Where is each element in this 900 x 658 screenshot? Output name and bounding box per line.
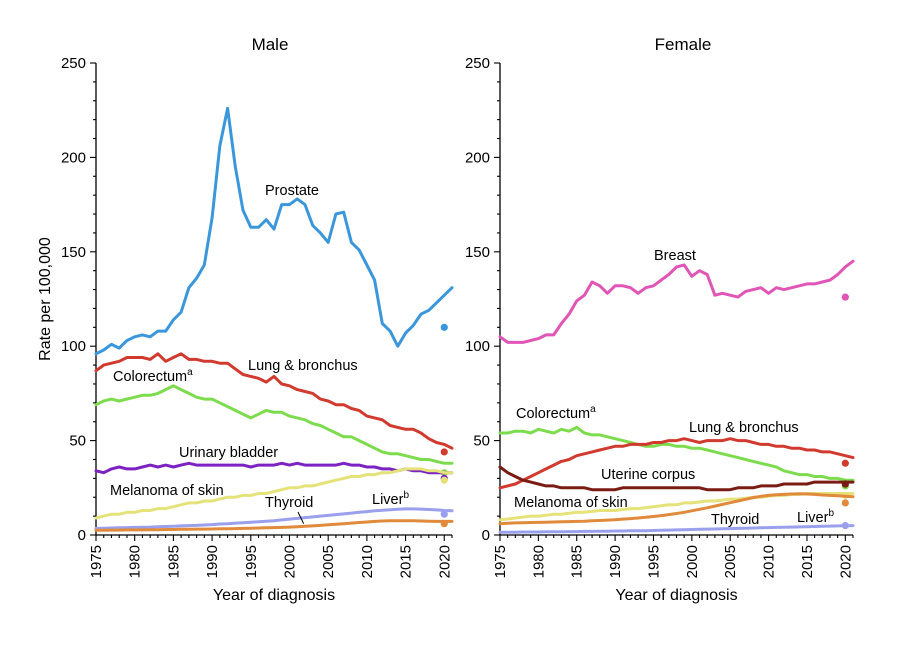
series-label-melanoma-of-skin: Melanoma of skin [514,495,628,511]
series-label-thyroid: Thyroid [265,495,313,511]
x-tick-label: 1975 [492,545,509,578]
series-label-text: Lung & bronchus [248,358,358,374]
point-2020-lung-and-bronchus [841,459,849,467]
x-tick-label: 2005 [722,545,739,578]
series-line-uterine-corpus [498,465,855,492]
series-label-text: Thyroid [711,512,759,528]
series-label-text: Breast [654,248,696,264]
point-2020-lung-and-bronchus [440,448,448,456]
series-label-text: Liver [797,510,829,526]
series-label-colorectum: Colorectuma [113,367,193,385]
point-2020-thyroid [841,499,849,507]
y-tick-label: 50 [69,433,86,450]
series-label-text: Uterine corpus [601,467,695,483]
point-2020-liver [841,521,849,530]
x-tick-label: 1975 [88,545,105,578]
series-line-breast [498,259,855,344]
series-line-lung-and-bronchus [498,437,855,490]
y-tick-label: 100 [465,338,490,355]
chart-panel-male: Male 0 50 100 150 200 250 1975 1980 1985 1990 1995 2… [37,35,454,604]
series-line-liver [498,524,855,534]
y-tick-label: 50 [473,433,490,450]
y-tick-label: 200 [61,149,86,166]
series-line-urinary-bladder [94,461,454,475]
x-tick-label: 2020 [837,545,854,578]
point-2020-melanoma-of-skin [440,476,448,484]
y-tick-label: 150 [61,244,86,261]
y-tick-label: 100 [61,338,86,355]
x-tick-label: 2015 [799,545,816,578]
point-2020-breast [841,293,849,301]
point-2020-uterine-corpus [841,480,849,488]
x-axis-title: Year of diagnosis [213,587,335,604]
y-tick-label: 250 [465,55,490,72]
x-tick-label: 2010 [359,545,376,578]
series-label-text: Lung & bronchus [689,420,799,436]
series-label-melanoma-of-skin: Melanoma of skin [110,483,224,499]
x-tick-label: 1995 [645,545,662,578]
series-label-breast: Breast [654,248,696,264]
series-label-superscript: b [828,508,834,519]
y-tick-label: 0 [78,527,86,544]
y-tick-label: 150 [465,244,490,261]
series-label-text: Colorectum [113,369,187,385]
series-line-thyroid [94,519,454,532]
x-tick-label: 2000 [684,545,701,578]
x-tick-label: 2000 [281,545,298,578]
series-line-colorectum [94,384,454,465]
y-tick-label: 200 [465,149,490,166]
series-line-melanoma-of-skin [94,467,454,520]
x-axis-title: Year of diagnosis [615,587,737,604]
series-label-colorectum: Colorectuma [516,404,596,422]
series-label-text: Melanoma of skin [110,483,224,499]
series-label-superscript: b [403,490,409,501]
series-label-superscript: a [590,404,596,415]
series-label-liver: Liverb [797,508,834,526]
series-label-urinary-bladder: Urinary bladder [179,445,278,461]
chart-title: Female [655,35,712,54]
series-label-superscript: a [187,367,193,378]
thyroid-leader-line [297,511,305,524]
y-tick-label: 0 [482,527,490,544]
series-line-lung-and-bronchus [94,352,454,450]
series-line-colorectum [498,425,855,482]
point-2020-prostate [440,323,448,331]
series-line-prostate [94,106,454,356]
x-tick-label: 2010 [761,545,778,578]
series-label-thyroid: Thyroid [711,512,759,528]
x-tick-label: 1980 [530,545,547,578]
chart-title: Male [252,35,289,54]
series-label-text: Thyroid [265,495,313,511]
series-label-text: Liver [372,492,404,508]
series-label-text: Melanoma of skin [514,495,628,511]
series-label-text: Prostate [265,183,319,199]
series-label-text: Colorectum [516,406,590,422]
x-tick-label: 1990 [607,545,624,578]
x-tick-label: 2005 [320,545,337,578]
x-tick-label: 1995 [243,545,260,578]
series-line-thyroid [498,492,855,526]
x-tick-label: 1985 [569,545,586,578]
point-2020-thyroid [440,520,448,528]
x-tick-label: 2015 [398,545,415,578]
x-tick-label: 2020 [436,545,453,578]
series-label-lung-and-bronchus: Lung & bronchus [248,358,358,374]
y-axis-title: Rate per 100,000 [37,237,54,361]
point-2020-liver [440,510,448,518]
x-tick-label: 1980 [127,545,144,578]
series-label-liver: Liverb [372,490,409,508]
x-tick-label: 1990 [204,545,221,578]
y-tick-label: 250 [61,55,86,72]
series-line-liver [94,507,454,530]
x-tick-label: 1985 [165,545,182,578]
series-label-uterine-corpus: Uterine corpus [601,467,695,483]
series-label-lung-and-bronchus: Lung & bronchus [689,420,799,436]
chart-panel-female: Female 0 50 100 150 200 250 1975 1980 1985 1990 199… [465,35,855,604]
series-label-prostate: Prostate [265,183,319,199]
series-label-text: Urinary bladder [179,445,278,461]
